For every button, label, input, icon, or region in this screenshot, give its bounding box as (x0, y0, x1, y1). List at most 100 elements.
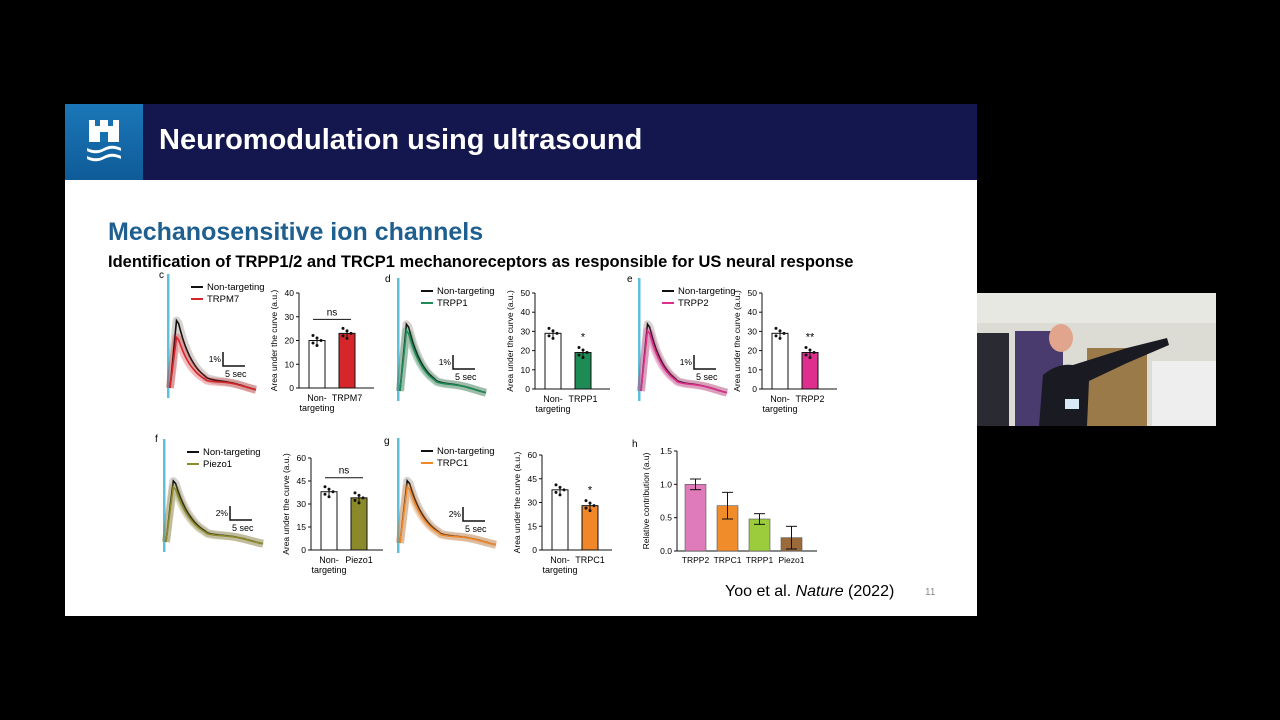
y-tick-label: 15 (297, 522, 307, 532)
y-axis-label: Area under the curve (a.u.) (281, 453, 291, 555)
y-tick-label: 45 (297, 476, 307, 486)
y-tick-label: 10 (285, 359, 295, 369)
y-tick-label: 30 (297, 499, 307, 509)
significance-label: ** (806, 332, 815, 344)
trace-knockdown (399, 485, 497, 546)
legend-label: TRPP1 (437, 298, 468, 309)
bar-non-targeting (551, 489, 569, 551)
data-point (808, 356, 812, 360)
data-point (357, 501, 361, 505)
y-axis-label: Area under the curve (a.u.) (505, 290, 515, 392)
data-point (774, 334, 778, 338)
bar-non-targeting (308, 340, 326, 389)
legend-label: Non-targeting (207, 282, 265, 293)
data-point (547, 334, 551, 338)
citation-journal: Nature (795, 583, 844, 600)
trace-knockdown (399, 328, 487, 394)
data-point (577, 353, 581, 357)
bar-knockdown (338, 332, 356, 389)
bar-label: targeting (311, 565, 346, 575)
legend-label: Non-targeting (678, 286, 736, 297)
legend-label: Non-targeting (203, 447, 261, 458)
data-point (323, 492, 327, 496)
data-point (551, 329, 555, 333)
citation-authors: Yoo et al. (725, 583, 796, 600)
data-point (778, 336, 782, 340)
y-tick-label: 1.0 (660, 479, 672, 489)
y-tick-label: 10 (748, 365, 758, 375)
y-tick-label: 60 (297, 453, 307, 463)
data-point (812, 351, 816, 355)
y-tick-label: 40 (521, 307, 531, 317)
scale-bar (222, 352, 245, 367)
panel-letter: e (627, 274, 633, 285)
data-point (311, 341, 315, 345)
panel-letter: g (384, 436, 390, 447)
slide-number: 11 (925, 587, 936, 598)
y-tick-label: 40 (285, 288, 295, 298)
y-tick-label: 1.5 (660, 446, 672, 456)
scale-bar-time: 5 sec (455, 372, 477, 382)
data-point (804, 346, 808, 350)
scale-bar-percent: 1% (209, 354, 222, 364)
scale-bar-time: 5 sec (225, 369, 247, 379)
data-point (353, 491, 357, 495)
y-tick-label: 0.5 (660, 513, 672, 523)
significance-label: ns (339, 466, 350, 477)
legend-label: TRPC1 (437, 458, 468, 469)
stimulus-marker (397, 278, 400, 401)
bar-knockdown (350, 497, 368, 551)
data-point (555, 331, 559, 335)
y-tick-label: 0 (525, 384, 530, 394)
data-point (311, 334, 315, 337)
citation: Yoo et al. Nature (2022) (725, 583, 894, 601)
y-axis-label: Area under the curve (a.u.) (269, 290, 279, 392)
legend-label: Non-targeting (437, 446, 495, 457)
panel-letter: d (385, 274, 391, 285)
data-point (327, 487, 331, 491)
data-point (327, 495, 331, 499)
y-axis-label: Area under the curve (a.u.) (732, 290, 742, 392)
data-point (782, 331, 786, 335)
legend-label: TRPM7 (207, 294, 239, 305)
bar-label: Non- (550, 555, 570, 565)
bar-label: Non- (307, 393, 327, 403)
scale-bar-time: 5 sec (696, 372, 718, 382)
bar-label: targeting (542, 565, 577, 575)
y-tick-label: 0 (532, 545, 537, 555)
scale-bar (452, 355, 475, 370)
data-point (353, 498, 357, 502)
bar-label: targeting (535, 404, 570, 414)
y-tick-label: 0.0 (660, 546, 672, 556)
data-point (562, 488, 566, 492)
data-point (341, 326, 345, 330)
bar-label: Non- (319, 555, 339, 565)
y-tick-label: 0 (301, 545, 306, 555)
data-point (315, 336, 319, 340)
data-point (345, 329, 349, 333)
trace-knockdown (165, 485, 264, 545)
citation-year: (2022) (843, 583, 895, 600)
legend-label: Non-targeting (437, 286, 495, 297)
scale-bar-percent: 1% (680, 357, 693, 367)
y-tick-label: 30 (285, 312, 295, 322)
data-point (558, 485, 562, 489)
y-tick-label: 45 (528, 474, 538, 484)
data-point (778, 329, 782, 333)
university-logo (65, 104, 143, 180)
data-point (323, 485, 327, 489)
data-point (581, 348, 585, 352)
legend-label: Piezo1 (203, 459, 232, 470)
scale-bar-time: 5 sec (232, 523, 254, 533)
data-point (585, 351, 589, 355)
stimulus-marker (163, 439, 166, 552)
category-label: TRPC1 (714, 555, 742, 565)
data-point (357, 493, 361, 497)
scale-bar-time: 5 sec (465, 524, 487, 534)
y-tick-label: 60 (528, 450, 538, 460)
y-tick-label: 20 (521, 346, 531, 356)
data-point (577, 346, 581, 350)
y-tick-label: 50 (748, 288, 758, 298)
y-tick-label: 30 (521, 326, 531, 336)
